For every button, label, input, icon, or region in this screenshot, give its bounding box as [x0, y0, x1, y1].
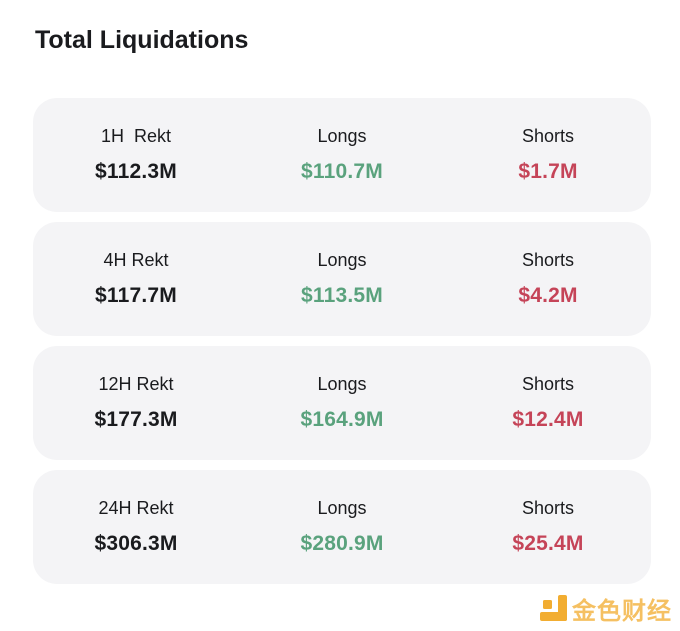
shorts-value: $1.7M: [518, 160, 578, 183]
total-value: $112.3M: [95, 160, 177, 183]
longs-column: Longs $110.7M: [239, 126, 445, 184]
period-column: 24H Rekt $306.3M: [33, 498, 239, 556]
longs-column: Longs $280.9M: [239, 498, 445, 556]
longs-value: $110.7M: [301, 160, 383, 183]
page-title: Total Liquidations: [35, 26, 249, 54]
longs-value: $164.9M: [300, 408, 384, 431]
period-column: 1H Rekt $112.3M: [33, 126, 239, 184]
cards-list: 1H Rekt $112.3M Longs $110.7M Shorts $1.…: [33, 98, 651, 584]
longs-column: Longs $113.5M: [239, 250, 445, 308]
shorts-label: Shorts: [521, 374, 575, 394]
period-label: 1H Rekt: [100, 126, 172, 146]
period-label: 12H Rekt: [98, 374, 174, 394]
jinse-finance-logo-icon: [540, 594, 567, 621]
total-value: $177.3M: [94, 408, 178, 431]
longs-value: $280.9M: [300, 532, 384, 555]
liquidation-card-4h: 4H Rekt $117.7M Longs $113.5M Shorts $4.…: [33, 222, 651, 336]
longs-label: Longs: [317, 126, 367, 146]
watermark: 金色财经: [539, 591, 672, 626]
shorts-label: Shorts: [521, 498, 575, 518]
shorts-value: $4.2M: [518, 284, 578, 307]
longs-label: Longs: [317, 374, 367, 394]
period-label: 24H Rekt: [98, 498, 174, 518]
longs-label: Longs: [317, 250, 367, 270]
shorts-label: Shorts: [521, 126, 575, 146]
shorts-column: Shorts $4.2M: [445, 250, 651, 308]
total-value: $306.3M: [94, 532, 178, 555]
liquidation-card-12h: 12H Rekt $177.3M Longs $164.9M Shorts $1…: [33, 346, 651, 460]
period-label: 4H Rekt: [103, 250, 169, 270]
liquidation-card-1h: 1H Rekt $112.3M Longs $110.7M Shorts $1.…: [33, 98, 651, 212]
period-column: 12H Rekt $177.3M: [33, 374, 239, 432]
longs-column: Longs $164.9M: [239, 374, 445, 432]
shorts-column: Shorts $12.4M: [445, 374, 651, 432]
watermark-text: 金色财经: [572, 598, 672, 625]
shorts-column: Shorts $25.4M: [445, 498, 651, 556]
shorts-label: Shorts: [521, 250, 575, 270]
liquidations-widget: Total Liquidations 1H Rekt $112.3M Longs…: [0, 25, 680, 625]
longs-label: Longs: [317, 498, 367, 518]
longs-value: $113.5M: [301, 284, 383, 307]
shorts-value: $25.4M: [512, 532, 584, 555]
liquidation-card-24h: 24H Rekt $306.3M Longs $280.9M Shorts $2…: [33, 470, 651, 584]
period-column: 4H Rekt $117.7M: [33, 250, 239, 308]
total-value: $117.7M: [95, 284, 177, 307]
shorts-column: Shorts $1.7M: [445, 126, 651, 184]
shorts-value: $12.4M: [512, 408, 584, 431]
